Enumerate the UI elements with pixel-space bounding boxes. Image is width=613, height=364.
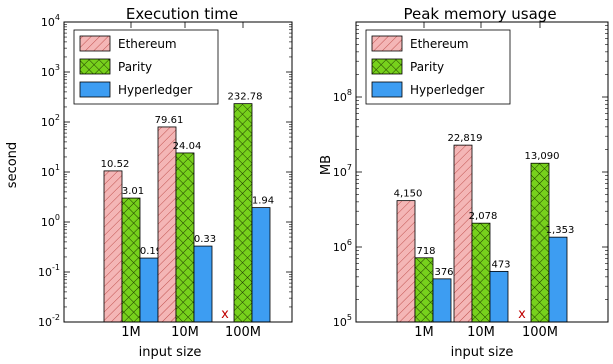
x-axis-label: input size <box>139 345 202 360</box>
legend-label-hyperledger: Hyperledger <box>118 83 192 97</box>
y-tick-label: 106 <box>333 238 352 254</box>
execution-time-chart: Execution time input size second 10-210-… <box>5 5 293 360</box>
bar-parity <box>414 257 434 323</box>
data-label: 3.01 <box>122 186 144 197</box>
legend-label-ethereum: Ethereum <box>118 37 177 51</box>
data-label: 4,150 <box>394 189 423 200</box>
data-label: 1,353 <box>546 225 575 236</box>
x-axis-label: input size <box>451 345 514 360</box>
bar-parity <box>471 222 491 323</box>
x-tick-label: 100M <box>522 325 558 340</box>
legend-swatch-parity <box>371 58 403 75</box>
bar-ethereum <box>396 200 416 323</box>
x-tick-label: 1M <box>121 325 141 340</box>
chart-title: Peak memory usage <box>403 5 556 23</box>
peak-memory-chart: Peak memory usage input size MB 105 106 10… <box>319 5 609 360</box>
legend-swatch-hyperledger <box>79 81 111 98</box>
bar-ethereum <box>157 126 177 323</box>
legend-swatch-hyperledger <box>371 81 403 98</box>
data-label: 13,090 <box>525 151 560 162</box>
legend-label-ethereum: Ethereum <box>410 37 469 51</box>
y-tick-label: 101 <box>41 163 60 179</box>
data-label: 10.52 <box>101 159 130 170</box>
y-axis-label: MB <box>319 155 334 175</box>
bar-hyperledger <box>251 207 271 323</box>
data-label: 2,078 <box>469 211 498 222</box>
bar-parity <box>530 162 550 323</box>
bar-ethereum <box>103 170 123 323</box>
missing-marker: x <box>518 307 526 322</box>
y-axis-label: second <box>5 142 20 188</box>
bar-parity <box>175 152 195 323</box>
y-tick-label: 10-2 <box>38 313 60 329</box>
y-tick-label: 107 <box>333 163 352 179</box>
y-tick-label: 100 <box>41 213 60 229</box>
x-tick-label: 100M <box>225 325 261 340</box>
x-tick-label: 10M <box>171 325 199 340</box>
y-tick-label: 10-1 <box>38 263 60 279</box>
bar-ethereum <box>453 144 473 323</box>
legend-swatch-ethereum <box>79 35 111 52</box>
bar-parity <box>121 197 141 323</box>
legend-swatch-parity <box>79 58 111 75</box>
data-label: 473 <box>491 259 510 270</box>
bar-hyperledger <box>548 236 568 323</box>
legend-label-hyperledger: Hyperledger <box>410 83 484 97</box>
y-axis-ticks: 10-2 10-1 100 101 102 103 104 <box>38 13 292 329</box>
x-tick-label: 10M <box>467 325 495 340</box>
plot-frame <box>63 21 293 323</box>
x-tick-label: 1M <box>414 325 434 340</box>
bar-hyperledger <box>139 257 159 323</box>
legend: Ethereum Parity Hyperledger <box>73 29 219 105</box>
data-label: 718 <box>416 246 435 257</box>
legend-swatch-ethereum <box>371 35 403 52</box>
y-tick-label: 105 <box>333 313 352 329</box>
legend-label-parity: Parity <box>410 60 444 74</box>
bar-hyperledger <box>489 270 509 323</box>
plot-frame <box>355 21 609 323</box>
y-tick-label: 108 <box>333 88 352 104</box>
data-label: 24.04 <box>173 141 202 152</box>
data-label: 79.61 <box>155 115 184 126</box>
data-label: 0.33 <box>194 234 216 245</box>
y-tick-label: 102 <box>41 113 60 129</box>
legend: Ethereum Parity Hyperledger <box>365 29 511 105</box>
y-tick-label: 103 <box>41 63 60 79</box>
bar-hyperledger <box>193 245 213 323</box>
y-tick-label: 104 <box>41 13 60 29</box>
data-label: 0.19 <box>140 246 162 257</box>
legend-label-parity: Parity <box>118 60 152 74</box>
bar-parity <box>233 103 253 323</box>
data-label: 22,819 <box>448 133 483 144</box>
chart-title: Execution time <box>126 5 238 23</box>
data-label: 376 <box>434 267 453 278</box>
bar-hyperledger <box>432 278 452 323</box>
missing-marker: x <box>221 307 229 322</box>
data-label: 1.94 <box>252 196 274 207</box>
data-label: 232.78 <box>228 92 263 103</box>
